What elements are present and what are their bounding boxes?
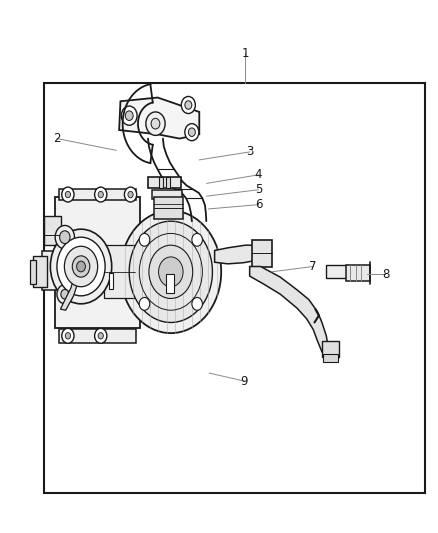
Bar [323, 354, 338, 362]
Bar [252, 240, 272, 266]
Bar [346, 265, 370, 281]
Circle shape [192, 297, 202, 310]
Polygon shape [250, 266, 328, 352]
Bar [55, 197, 140, 328]
Bar [152, 190, 182, 199]
Circle shape [65, 333, 71, 339]
Bar [154, 197, 183, 219]
Circle shape [72, 256, 90, 277]
Text: 5: 5 [255, 183, 262, 196]
Text: 8: 8 [382, 268, 389, 281]
Circle shape [181, 96, 195, 114]
Bar [104, 245, 135, 298]
Bar [42, 251, 61, 290]
Bar [44, 83, 425, 493]
Circle shape [50, 229, 112, 304]
Text: 3: 3 [246, 146, 253, 158]
Circle shape [139, 233, 150, 246]
Circle shape [125, 111, 133, 120]
Circle shape [124, 187, 137, 202]
Text: 1: 1 [241, 47, 249, 60]
Text: 2: 2 [53, 132, 61, 145]
Circle shape [62, 187, 74, 202]
Circle shape [65, 191, 71, 198]
Text: 7: 7 [309, 260, 317, 273]
Circle shape [121, 106, 137, 125]
Circle shape [151, 118, 160, 129]
Circle shape [159, 257, 183, 287]
Bar [148, 177, 181, 188]
Circle shape [57, 285, 73, 304]
Circle shape [98, 333, 103, 339]
Circle shape [146, 112, 165, 135]
Circle shape [149, 245, 193, 298]
Circle shape [77, 261, 85, 272]
Circle shape [129, 221, 212, 322]
Polygon shape [60, 277, 78, 310]
Bar [166, 177, 170, 188]
Circle shape [98, 191, 103, 198]
Circle shape [185, 101, 192, 109]
Polygon shape [215, 245, 258, 264]
Circle shape [61, 289, 69, 299]
Bar [59, 329, 136, 343]
Circle shape [95, 328, 107, 343]
Bar [326, 265, 348, 278]
Bar [166, 274, 174, 293]
Bar [59, 189, 136, 200]
Polygon shape [119, 98, 199, 139]
Circle shape [64, 246, 98, 287]
Text: 9: 9 [240, 375, 248, 387]
Circle shape [60, 231, 70, 244]
Circle shape [139, 297, 150, 310]
Bar [30, 260, 36, 284]
Bar [33, 256, 47, 287]
Circle shape [128, 191, 133, 198]
Circle shape [57, 237, 105, 296]
Text: 4: 4 [254, 168, 262, 181]
Bar [44, 216, 61, 245]
Bar [109, 273, 113, 289]
Text: 6: 6 [254, 198, 262, 211]
Circle shape [188, 128, 195, 136]
Circle shape [192, 233, 202, 246]
Bar [322, 341, 339, 357]
Circle shape [120, 211, 221, 333]
Circle shape [95, 187, 107, 202]
Bar [159, 177, 163, 188]
Circle shape [62, 328, 74, 343]
Circle shape [55, 225, 74, 249]
Circle shape [185, 124, 199, 141]
